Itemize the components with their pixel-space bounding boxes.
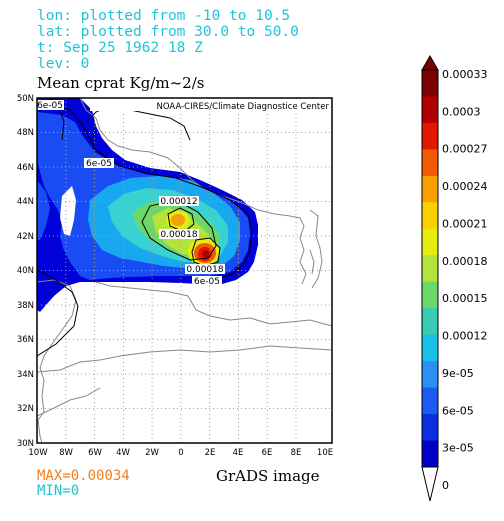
lon-label: 4E xyxy=(233,448,244,458)
contour-label: 0.00012 xyxy=(160,197,197,207)
lon-label: 6E xyxy=(262,448,273,458)
colorbar-swatch xyxy=(422,149,438,177)
lon-range-text: lon: plotted from -10 to 10.5 xyxy=(37,8,291,24)
colorbar-min-arrow xyxy=(421,466,439,502)
contour-label: 6e-05 xyxy=(194,277,220,287)
colorbar-label: 0.0003 xyxy=(442,105,481,118)
lon-label: 2E xyxy=(205,448,216,458)
colorbar-max-arrow xyxy=(421,54,439,71)
colorbar-label: 0.00018 xyxy=(442,255,488,268)
colorbar-swatch xyxy=(422,96,438,124)
colorbar-swatch xyxy=(422,122,438,150)
credit-text: NOAA-CIRES/Climate Diagnostice Center xyxy=(157,102,330,112)
contour-label: 0.00018 xyxy=(186,265,223,275)
colorbar-label: 0.00012 xyxy=(442,330,488,343)
colorbar: 0.00033 0.0003 0.00027 0.00024 0.00021 0.0001… xyxy=(421,54,488,502)
lon-label: 4W xyxy=(116,448,130,458)
colorbar-swatch xyxy=(422,202,438,230)
colorbar-label: 0 xyxy=(442,479,449,492)
contour-label: 6e-05 xyxy=(37,101,63,111)
lat-label: 50N xyxy=(17,94,34,104)
max-value-text: MAX=0.00034 xyxy=(37,468,130,484)
lon-label: 0 xyxy=(178,448,183,458)
lat-label: 30N xyxy=(17,439,34,449)
lat-range-text: lat: plotted from 30.0 to 50.0 xyxy=(37,24,299,40)
colorbar-swatch xyxy=(422,361,438,389)
min-value-text: MIN=0 xyxy=(37,483,80,499)
colorbar-outline xyxy=(421,69,439,468)
level-text: lev: 0 xyxy=(37,56,90,72)
colorbar-label: 3e-05 xyxy=(442,442,474,455)
lat-label: 40N xyxy=(17,266,34,276)
lon-label: 10W xyxy=(28,448,48,458)
lon-label: 6W xyxy=(88,448,102,458)
plot-frame xyxy=(36,97,333,444)
map-title: Mean cprat Kg/m~2/s xyxy=(37,74,205,92)
colorbar-label: 6e-05 xyxy=(442,404,474,417)
colorbar-swatch xyxy=(422,281,438,309)
colorbar-swatch xyxy=(422,70,438,98)
time-text: t: Sep 25 1962 18 Z xyxy=(37,40,203,56)
colorbar-label: 0.00033 xyxy=(442,68,488,81)
colorbar-label: 0.00015 xyxy=(442,292,488,305)
colorbar-swatch xyxy=(422,175,438,203)
lon-label: 10E xyxy=(317,448,333,458)
lon-label: 8W xyxy=(59,448,73,458)
colorbar-swatch xyxy=(422,334,438,362)
lat-label: 32N xyxy=(17,404,34,414)
lon-axis: 10W 8W 6W 4W 2W 0 2E 4E 6E 8E 10E xyxy=(28,448,333,458)
lat-axis: 50N 48N 46N 44N 42N 40N 38N 36N 34N 32N … xyxy=(17,94,34,449)
colorbar-label: 0.00027 xyxy=(442,143,488,156)
lat-label: 48N xyxy=(17,128,34,138)
contour-label: 0.00018 xyxy=(160,230,197,240)
colorbar-label: 9e-05 xyxy=(442,367,474,380)
colorbar-swatch xyxy=(422,414,438,442)
colorbar-swatch xyxy=(422,255,438,283)
lat-label: 44N xyxy=(17,197,34,207)
contour-label: 6e-05 xyxy=(86,159,112,169)
contour-label-group: 6e-05 6e-05 0.00012 0.00018 0.00018 6e-0… xyxy=(36,100,225,287)
colorbar-swatch xyxy=(422,308,438,336)
lon-label: 2W xyxy=(145,448,159,458)
grads-image-text: GrADS image xyxy=(216,467,320,485)
colorbar-swatch xyxy=(422,387,438,415)
colorbar-swatch xyxy=(422,228,438,256)
lat-label: 36N xyxy=(17,335,34,345)
colorbar-swatch xyxy=(422,440,438,468)
lat-label: 42N xyxy=(17,232,34,242)
lon-label: 8E xyxy=(291,448,302,458)
colorbar-label: 0.00021 xyxy=(442,218,488,231)
colorbar-label: 0.00024 xyxy=(442,180,488,193)
lat-label: 34N xyxy=(17,370,34,380)
lat-label: 38N xyxy=(17,301,34,311)
lat-label: 46N xyxy=(17,163,34,173)
